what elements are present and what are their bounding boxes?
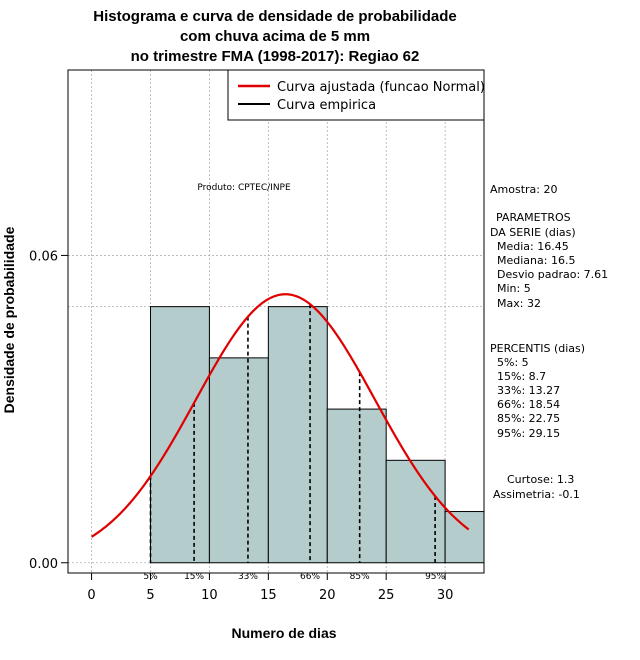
histogram-bar-3 [326, 408, 387, 564]
stat-p33: 33%: 13.27 [497, 384, 560, 397]
stat-mediana: Mediana: 16.5 [497, 254, 575, 267]
stat-p95: 95%: 29.15 [497, 427, 560, 440]
stat-assimetria: Assimetria: -0.1 [493, 488, 580, 501]
normal-curve-group [90, 293, 470, 538]
x-axis: 0 5 10 15 20 25 30 [87, 572, 454, 603]
stat-sample: Amostra: 20 [490, 183, 557, 196]
percentile-label-5: 95% [425, 572, 445, 582]
x-tick-label-4: 20 [319, 588, 336, 603]
legend-label-empirical-curve: Curva empirica [277, 98, 376, 113]
stat-curtose: Curtose: 1.3 [507, 473, 574, 486]
y-tick-label-1: 0.06 [29, 249, 58, 264]
normal-curve [90, 293, 470, 538]
y-axis-title: Densidade de probabilidade [1, 226, 17, 413]
stat-min: Min: 5 [497, 282, 531, 295]
stat-max: Max: 32 [497, 297, 541, 310]
stats-panel: Amostra: 20 PARAMETROS DA SERIE (dias) M… [490, 183, 608, 501]
stat-percentis-title: PERCENTIS (dias) [490, 342, 585, 355]
stat-p66: 66%: 18.54 [497, 398, 560, 411]
product-annotation: Produto: CPTEC/INPE [197, 183, 291, 193]
x-axis-title: Numero de dias [231, 625, 336, 641]
chart-title-line-1: Histograma e curva de densidade de proba… [93, 8, 456, 25]
y-axis: 0.00 0.06 [29, 249, 69, 572]
stat-p15: 15%: 8.7 [497, 370, 546, 383]
percentile-label-4: 85% [350, 572, 370, 582]
y-tick-label-0: 0.00 [29, 557, 58, 572]
histogram-bar-5 [444, 511, 485, 564]
histogram-bar-2 [267, 306, 328, 564]
x-tick-label-0: 0 [87, 588, 95, 603]
x-tick-label-6: 30 [437, 588, 454, 603]
chart-title-line-2: com chuva acima de 5 mm [180, 28, 370, 45]
chart-title-line-3: no trimestre FMA (1998-2017): Regiao 62 [131, 48, 420, 65]
stat-media: Media: 16.45 [497, 240, 569, 253]
stat-p85: 85%: 22.75 [497, 412, 560, 425]
x-tick-label-3: 15 [260, 588, 277, 603]
stat-params-title-2: DA SERIE (dias) [490, 226, 576, 239]
chart-title: Histograma e curva de densidade de proba… [93, 8, 456, 65]
stat-desvio: Desvio padrao: 7.61 [497, 268, 608, 281]
x-tick-label-2: 10 [201, 588, 218, 603]
x-tick-label-5: 25 [378, 588, 395, 603]
percentile-label-2: 33% [238, 572, 258, 582]
percentile-label-1: 15% [184, 572, 204, 582]
x-tick-label-1: 5 [146, 588, 154, 603]
legend-box [227, 69, 485, 121]
stat-p5: 5%: 5 [497, 356, 529, 369]
stat-params-title-1: PARAMETROS [496, 211, 571, 224]
histogram-bars [149, 306, 485, 564]
legend-label-fitted-curve: Curva ajustada (funcao Normal) [277, 80, 485, 95]
histogram-bar-1 [208, 357, 269, 564]
legend: Curva ajustada (funcao Normal) Curva emp… [227, 69, 485, 121]
histogram-bar-0 [149, 306, 210, 564]
histogram-bar-4 [385, 459, 446, 564]
percentile-label-3: 66% [300, 572, 320, 582]
